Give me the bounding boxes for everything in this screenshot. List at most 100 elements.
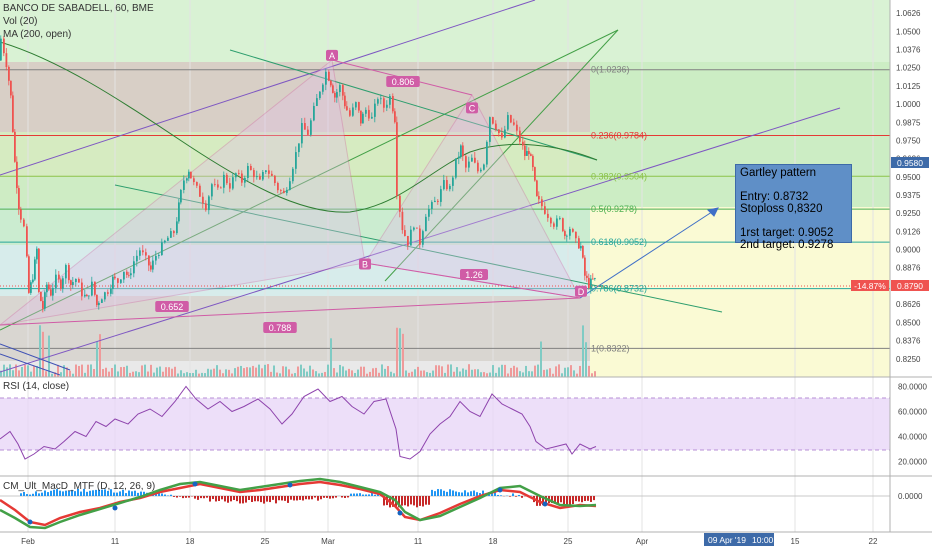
macd-bar <box>32 493 34 496</box>
pattern-points[interactable]: A B C D <box>326 49 587 297</box>
candle-body <box>112 276 114 289</box>
volume-bar <box>330 338 332 377</box>
volume-bar <box>108 371 110 377</box>
fib-labels: 0(1.0236) 0.236(0.9784) 0.382(0.9504) 0.5(0… <box>591 65 647 354</box>
candle-body <box>150 265 152 270</box>
macd-bar <box>320 496 322 500</box>
price-axis[interactable]: 1.0626 1.0500 1.0376 1.0250 1.0125 1.0000 0.98… <box>896 9 921 364</box>
volume-bar <box>234 368 236 377</box>
candle-body <box>322 84 324 92</box>
macd-bar <box>350 493 352 496</box>
pattern-point-d[interactable] <box>575 285 587 297</box>
candle-body <box>431 202 433 210</box>
candle-body <box>336 92 338 98</box>
candle-body <box>495 123 497 130</box>
volume-bar <box>186 372 188 377</box>
candle-body <box>304 123 306 130</box>
candle-body <box>516 124 518 131</box>
macd-bar <box>245 496 247 503</box>
volume-bar <box>132 371 134 377</box>
time-axis[interactable]: Feb 11 18 25 Mar 11 18 25 Apr 15 22 <box>21 537 878 546</box>
volume-bar <box>375 367 377 377</box>
candle-body <box>580 246 582 249</box>
macd-bar <box>272 496 274 500</box>
rsi-axis[interactable]: 80.0000 60.0000 40.0000 20.0000 <box>898 383 927 467</box>
volume-bar <box>165 367 167 377</box>
candle-body <box>365 109 367 114</box>
last-change-tag: -14.87% <box>854 281 886 291</box>
candle-body <box>524 145 526 156</box>
volume-bar <box>33 365 35 377</box>
volume-bar <box>297 366 299 377</box>
macd-bar <box>53 489 55 496</box>
volume-bar <box>72 373 74 377</box>
candle-body <box>271 173 273 176</box>
time-tick: Mar <box>321 537 335 546</box>
pattern-point-c[interactable] <box>466 102 478 114</box>
volume-bar <box>93 369 95 377</box>
volume-bar <box>528 371 530 377</box>
volume-bar <box>498 367 500 377</box>
volume-bar <box>594 371 596 377</box>
ma-legend[interactable]: MA (200, open) <box>3 29 72 40</box>
candle-body <box>28 256 30 293</box>
candle-body <box>253 170 255 178</box>
candle-body <box>389 96 391 105</box>
macd-bar <box>455 491 457 496</box>
pattern-point-a[interactable] <box>326 49 338 61</box>
volume-bar <box>216 365 218 377</box>
macd-bar <box>425 496 427 505</box>
gartley-note[interactable]: Gartley pattern Entry: 0.8732 Stoploss 0… <box>735 164 852 251</box>
volume-bar <box>531 371 533 377</box>
macd-bar <box>287 496 289 503</box>
candle-body <box>332 85 334 93</box>
macd-bar <box>173 496 175 497</box>
time-tick: 11 <box>414 537 423 546</box>
volume-legend[interactable]: Vol (20) <box>3 16 38 27</box>
macd-axis[interactable]: 0.0000 <box>898 492 923 501</box>
candle-body <box>208 196 210 211</box>
volume-bar <box>342 366 344 377</box>
candle-body <box>98 302 100 306</box>
candle-body <box>298 143 300 153</box>
pattern-ratios: 0.806 1.26 0.652 0.788 <box>155 76 488 333</box>
candle-body <box>199 185 201 197</box>
macd-bar <box>98 489 100 496</box>
macd-bar <box>590 496 592 502</box>
macd-bar <box>74 491 76 496</box>
candle-body <box>91 281 93 296</box>
candle-body <box>8 66 10 81</box>
macd-bar <box>218 496 220 501</box>
candle-body <box>0 38 2 61</box>
volume-bar <box>219 369 221 377</box>
candle-body <box>223 174 225 188</box>
candle-body <box>40 291 42 302</box>
volume-bar <box>231 373 233 377</box>
macd-legend[interactable]: CM_Ult_MacD_MTF (D, 12, 26, 9) <box>3 481 156 492</box>
macd-bar <box>110 489 112 496</box>
volume-bar <box>225 369 227 377</box>
pattern-point-b[interactable] <box>359 258 371 270</box>
candle-body <box>428 209 430 217</box>
volume-bar <box>351 370 353 377</box>
volume-bar <box>327 364 329 377</box>
volume-bar <box>372 368 374 377</box>
candle-body <box>268 170 270 174</box>
rsi-tick: 80.0000 <box>898 383 927 392</box>
macd-bar <box>317 496 319 501</box>
volume-bar <box>162 371 164 377</box>
rsi-legend[interactable]: RSI (14, close) <box>3 381 70 392</box>
macd-bar <box>326 496 328 498</box>
candle-body <box>474 157 476 163</box>
volume-bar <box>30 371 32 377</box>
macd-bar <box>329 496 331 499</box>
candle-body <box>142 250 144 253</box>
candle-body <box>547 213 549 218</box>
symbol-legend[interactable]: BANCO DE SABADELL, 60, BME <box>3 3 154 14</box>
volume-bar <box>300 364 302 377</box>
macd-bar <box>371 491 373 496</box>
candle-body <box>349 110 351 116</box>
candle-body <box>176 221 178 234</box>
candle-body <box>193 178 195 183</box>
